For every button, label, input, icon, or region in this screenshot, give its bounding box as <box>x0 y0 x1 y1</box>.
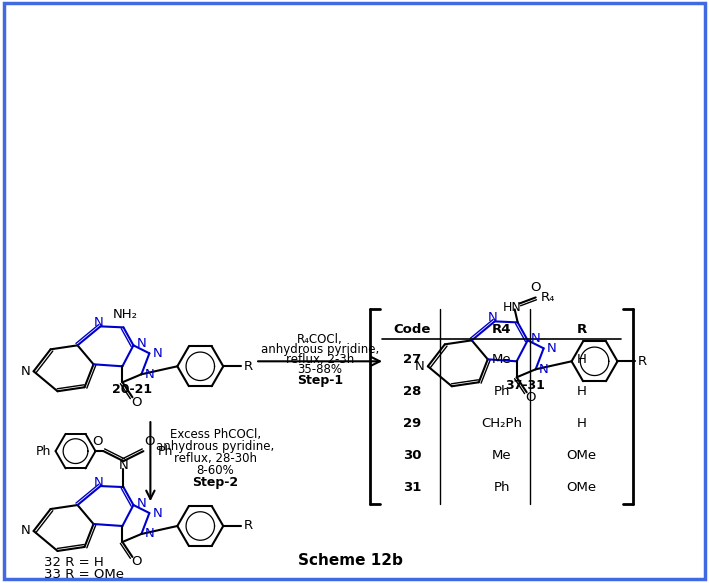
Text: Ph: Ph <box>493 385 510 398</box>
Text: O: O <box>92 435 103 448</box>
Text: N: N <box>94 316 104 329</box>
Text: Ph: Ph <box>157 445 173 458</box>
Text: 35-88%: 35-88% <box>298 363 342 376</box>
Text: NH₂: NH₂ <box>113 308 138 321</box>
Text: N: N <box>531 332 540 345</box>
Text: HN: HN <box>502 301 521 314</box>
Text: Me: Me <box>492 353 511 366</box>
Text: N: N <box>145 528 155 540</box>
Text: Step-1: Step-1 <box>297 374 343 387</box>
Text: N: N <box>137 497 146 510</box>
Text: 29: 29 <box>403 417 421 430</box>
Text: R: R <box>244 519 253 532</box>
Text: Me: Me <box>492 449 511 462</box>
Text: N: N <box>415 360 425 373</box>
Text: Excess PhCOCl,: Excess PhCOCl, <box>169 428 261 441</box>
Text: 33 R = OMe: 33 R = OMe <box>43 568 123 581</box>
Text: Code: Code <box>393 323 430 336</box>
Text: N: N <box>539 363 549 376</box>
Text: reflux, 2-3h: reflux, 2-3h <box>286 353 354 366</box>
Text: Ph: Ph <box>36 445 52 458</box>
Text: O: O <box>131 396 142 409</box>
Text: N: N <box>21 365 30 378</box>
Text: N: N <box>137 337 146 350</box>
Text: N: N <box>547 342 557 355</box>
Text: 27: 27 <box>403 353 421 366</box>
Text: N: N <box>152 347 162 360</box>
Text: 32 R = H: 32 R = H <box>43 556 104 570</box>
Text: O: O <box>530 281 541 294</box>
Text: O: O <box>525 391 536 404</box>
Text: Step-2: Step-2 <box>192 476 238 489</box>
Text: N: N <box>145 368 155 381</box>
Text: H: H <box>576 353 586 366</box>
Text: R: R <box>244 360 253 373</box>
Text: 20-21: 20-21 <box>112 383 152 396</box>
Text: H: H <box>576 385 586 398</box>
Text: reflux, 28-30h: reflux, 28-30h <box>174 452 257 465</box>
Text: Ph: Ph <box>493 480 510 494</box>
Text: N: N <box>94 476 104 489</box>
Text: O: O <box>131 556 142 568</box>
Text: R4: R4 <box>492 323 511 336</box>
Text: N: N <box>488 311 498 324</box>
Text: O: O <box>144 435 155 448</box>
Text: 8-60%: 8-60% <box>196 463 234 477</box>
Text: CH₂Ph: CH₂Ph <box>481 417 523 430</box>
Text: Scheme 12b: Scheme 12b <box>298 553 403 568</box>
Text: R₄: R₄ <box>540 291 555 304</box>
Text: anhydrous pyridine,: anhydrous pyridine, <box>156 440 274 452</box>
Text: anhydrous pyridine,: anhydrous pyridine, <box>261 343 379 356</box>
Text: N: N <box>118 459 128 472</box>
Text: N: N <box>21 525 30 538</box>
Text: 28: 28 <box>403 385 421 398</box>
Text: 37-31: 37-31 <box>505 379 545 392</box>
Text: N: N <box>152 507 162 519</box>
Text: OMe: OMe <box>566 449 597 462</box>
Text: R₄COCl,: R₄COCl, <box>297 333 343 346</box>
Text: 30: 30 <box>403 449 421 462</box>
Text: 31: 31 <box>403 480 421 494</box>
Text: R: R <box>638 355 647 368</box>
Text: H: H <box>576 417 586 430</box>
Text: R: R <box>576 323 586 336</box>
Text: OMe: OMe <box>566 480 597 494</box>
